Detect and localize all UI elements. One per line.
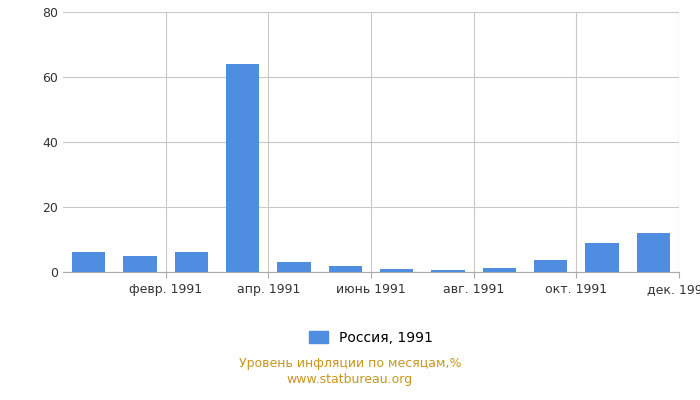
Bar [483,268,516,272]
Bar [585,243,619,272]
Bar [329,266,362,272]
Bar [226,64,259,272]
Bar [277,262,311,272]
Bar [534,260,567,272]
Text: www.statbureau.org: www.statbureau.org [287,374,413,386]
Bar [123,256,157,272]
Bar [380,269,413,272]
Bar [431,270,465,272]
Bar [72,252,105,272]
Legend: Россия, 1991: Россия, 1991 [309,331,433,345]
Text: Уровень инфляции по месяцам,%: Уровень инфляции по месяцам,% [239,358,461,370]
Bar [174,252,208,272]
Bar [637,233,670,272]
